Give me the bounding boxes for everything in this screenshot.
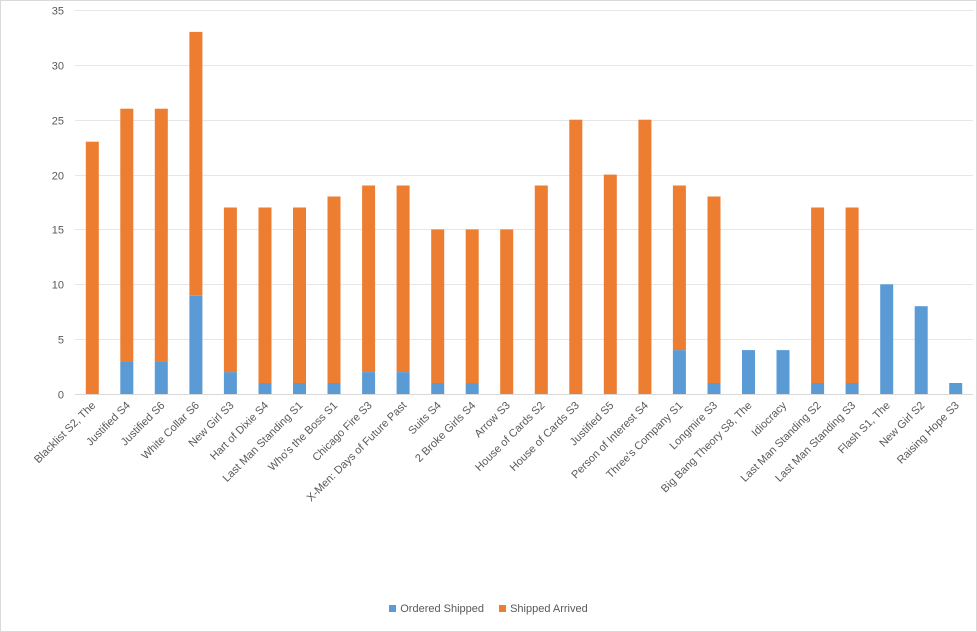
legend-swatch-ordered-shipped bbox=[389, 604, 397, 612]
bar-ordered-shipped bbox=[293, 383, 306, 394]
bar-ordered-shipped bbox=[362, 372, 376, 394]
bar-ordered-shipped bbox=[465, 383, 479, 394]
x-category-label: Raising Hope S3 bbox=[895, 400, 962, 467]
bar-ordered-shipped bbox=[845, 383, 859, 394]
y-tick-label: 20 bbox=[52, 171, 64, 183]
bar-shipped-arrived bbox=[465, 229, 479, 383]
bar-shipped-arrived bbox=[672, 185, 686, 351]
bar-shipped-arrived bbox=[362, 185, 376, 372]
y-tick-label: 5 bbox=[58, 335, 64, 347]
bar-shipped-arrived bbox=[154, 108, 168, 361]
bar-ordered-shipped bbox=[258, 383, 272, 394]
bar-ordered-shipped bbox=[672, 350, 686, 394]
bar-ordered-shipped bbox=[776, 350, 790, 394]
bar-ordered-shipped bbox=[707, 383, 721, 394]
x-category-label: Blacklist S2, The bbox=[32, 400, 98, 466]
bar-shipped-arrived bbox=[327, 196, 341, 383]
legend-label-shipped-arrived: Shipped Arrived bbox=[510, 603, 588, 615]
bar-shipped-arrived bbox=[569, 119, 583, 394]
legend-label-ordered-shipped: Ordered Shipped bbox=[400, 603, 485, 615]
legend: Ordered Shipped Shipped Arrived bbox=[0, 603, 977, 615]
bar-shipped-arrived bbox=[603, 174, 617, 394]
bar-ordered-shipped bbox=[742, 350, 755, 394]
legend-item-shipped-arrived: Shipped Arrived bbox=[499, 603, 588, 615]
y-tick-label: 10 bbox=[52, 280, 64, 292]
y-tick-label: 15 bbox=[52, 225, 64, 237]
bar-ordered-shipped bbox=[880, 284, 894, 394]
bar-shipped-arrived bbox=[293, 207, 306, 383]
bar-shipped-arrived bbox=[431, 229, 445, 383]
bar-ordered-shipped bbox=[914, 306, 928, 394]
bar-shipped-arrived bbox=[707, 196, 721, 383]
y-tick-label: 35 bbox=[52, 6, 64, 18]
x-category-label: Chicago Fire S3 bbox=[310, 400, 374, 464]
y-tick-label: 25 bbox=[52, 116, 64, 128]
bar-shipped-arrived bbox=[534, 185, 548, 394]
bar-shipped-arrived bbox=[845, 207, 859, 383]
y-tick-label: 30 bbox=[52, 61, 64, 73]
bar-ordered-shipped bbox=[189, 295, 203, 394]
bar-ordered-shipped bbox=[327, 383, 341, 394]
bar-ordered-shipped bbox=[949, 383, 963, 394]
bar-shipped-arrived bbox=[396, 185, 410, 372]
x-category-label: 2 Broke Girls S4 bbox=[413, 400, 478, 465]
legend-item-ordered-shipped: Ordered Shipped bbox=[389, 603, 484, 615]
bar-ordered-shipped bbox=[431, 383, 445, 394]
bar-shipped-arrived bbox=[189, 31, 203, 296]
y-tick-label: 0 bbox=[58, 390, 64, 402]
bar-shipped-arrived bbox=[120, 108, 134, 361]
legend-swatch-shipped-arrived bbox=[499, 604, 507, 612]
bar-shipped-arrived bbox=[811, 207, 825, 383]
bar-ordered-shipped bbox=[223, 372, 237, 394]
y-axis-tick-labels: 0 5 10 15 20 25 30 35 bbox=[52, 6, 64, 402]
bar-shipped-arrived bbox=[500, 229, 514, 394]
bar-ordered-shipped bbox=[811, 383, 825, 394]
gridlines bbox=[75, 10, 973, 395]
bar-shipped-arrived bbox=[258, 207, 272, 383]
bar-shipped-arrived bbox=[638, 119, 652, 394]
bar-shipped-arrived bbox=[223, 207, 237, 373]
bar-ordered-shipped bbox=[120, 361, 134, 394]
bar-shipped-arrived bbox=[85, 141, 99, 394]
bars bbox=[85, 31, 963, 394]
bar-ordered-shipped bbox=[154, 361, 168, 394]
bar-ordered-shipped bbox=[396, 372, 410, 394]
